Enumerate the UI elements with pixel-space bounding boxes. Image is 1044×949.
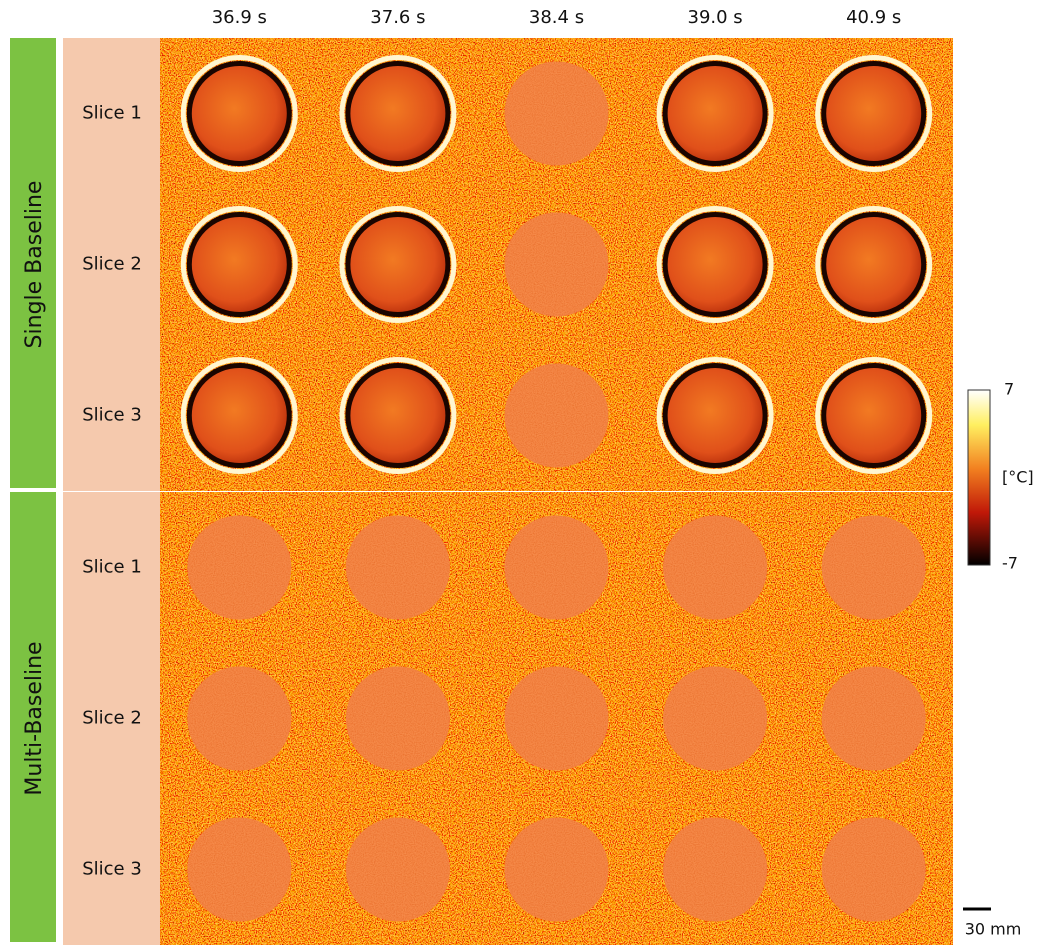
phantom-texture	[346, 818, 450, 922]
row-label: Slice 2	[82, 708, 142, 729]
column-header: 36.9 s	[212, 7, 267, 28]
phantom	[189, 64, 289, 164]
page: {"header": {"columns": ["36.9 s", "37.6 …	[0, 0, 1044, 949]
phantom	[189, 215, 289, 315]
phantom-texture	[346, 516, 450, 620]
colorbar-unit: [°C]	[1002, 468, 1034, 487]
phantom-texture	[346, 667, 450, 771]
phantom-texture	[505, 213, 609, 317]
group-label: Multi-Baseline	[22, 641, 47, 795]
phantom-texture	[663, 667, 767, 771]
phantom-texture	[822, 818, 926, 922]
phantom-texture	[663, 516, 767, 620]
phantom	[665, 215, 765, 315]
phantom	[665, 64, 765, 164]
group-label: Single Baseline	[22, 181, 47, 349]
column-header: 38.4 s	[529, 7, 584, 28]
image-grid	[160, 38, 953, 945]
row-label: Slice 2	[82, 254, 142, 275]
row-label: Slice 3	[82, 405, 142, 426]
phantom-texture	[505, 62, 609, 166]
phantom	[348, 64, 448, 164]
phantom	[824, 64, 924, 164]
colorbar-max: 7	[1004, 380, 1014, 399]
phantom-texture	[187, 516, 291, 620]
phantom-texture	[505, 667, 609, 771]
colorbar	[968, 390, 990, 565]
row-label: Slice 3	[82, 859, 142, 880]
phantom-texture	[505, 364, 609, 468]
phantom	[348, 366, 448, 466]
phantom	[665, 366, 765, 466]
colorbar-min: -7	[1002, 554, 1018, 573]
row-label: Slice 1	[82, 103, 142, 124]
phantom-texture	[822, 516, 926, 620]
scale-bar-label: 30 mm	[965, 920, 1022, 939]
column-header: 37.6 s	[370, 7, 425, 28]
phantom-texture	[187, 818, 291, 922]
phantom-texture	[505, 818, 609, 922]
phantom	[348, 215, 448, 315]
phantom-texture	[505, 516, 609, 620]
phantom	[824, 366, 924, 466]
column-header: 40.9 s	[846, 7, 901, 28]
column-header: 39.0 s	[688, 7, 743, 28]
phantom	[189, 366, 289, 466]
phantom-texture	[822, 667, 926, 771]
phantom-texture	[187, 667, 291, 771]
phantom-texture	[663, 818, 767, 922]
figure: 7 [°C] -7 30 mm 36.9 s 37.6 s 38.4 s 39.0 s…	[0, 0, 1044, 949]
phantom	[824, 215, 924, 315]
row-label: Slice 1	[82, 557, 142, 578]
